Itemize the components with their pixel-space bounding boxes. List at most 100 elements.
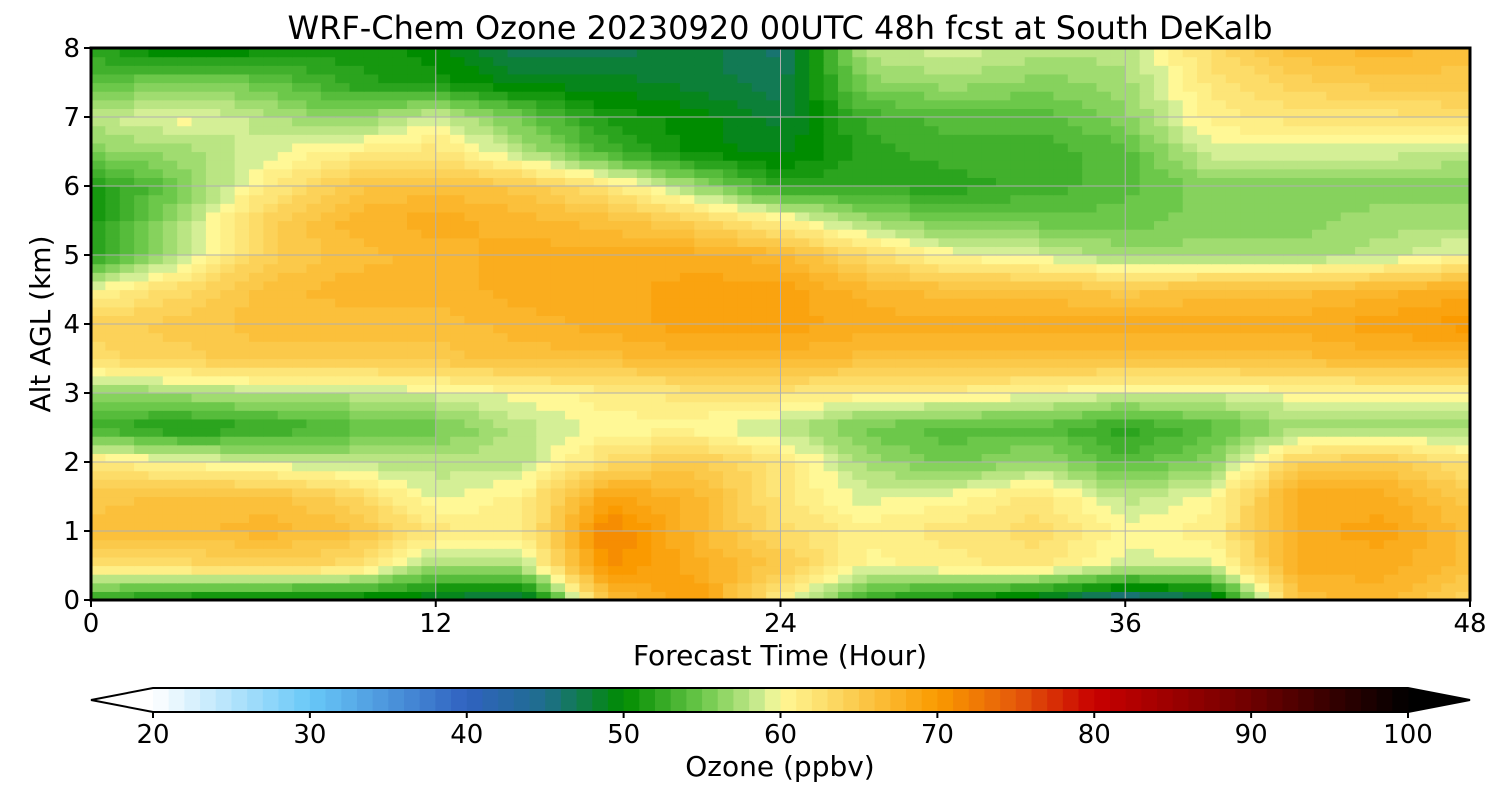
heatmap-cell [493,186,509,196]
heatmap-cell [1168,496,1184,506]
heatmap-cell [1182,151,1198,161]
heatmap-cell [105,427,121,437]
heatmap-cell [737,496,753,506]
heatmap-cell [866,384,882,394]
heatmap-cell [1153,556,1169,567]
heatmap-cell [565,237,580,247]
heatmap-cell [967,548,983,558]
heatmap-cell [708,220,724,230]
heatmap-cell [1096,194,1112,204]
heatmap-cell [277,358,293,368]
heatmap-cell [407,315,422,325]
heatmap-cell [881,324,897,334]
heatmap-cell [1182,487,1198,498]
heatmap-cell [134,255,150,265]
heatmap-cell [579,393,595,403]
heatmap-cell [292,582,308,592]
heatmap-cell [1053,384,1069,394]
heatmap-cell [608,341,624,351]
heatmap-cell [1197,582,1213,592]
heatmap-cell [435,444,451,454]
heatmap-cell [162,453,178,463]
heatmap-cell [407,194,422,204]
heatmap-cell [119,237,135,247]
heatmap-cell [852,418,868,429]
heatmap-cell [1082,246,1098,256]
heatmap-cell [234,168,250,178]
heatmap-cell [809,177,825,187]
heatmap-cell [1225,151,1241,161]
heatmap-cell [521,358,537,368]
heatmap-cell [435,418,451,429]
heatmap-cell [1225,306,1241,316]
heatmap-cell [1125,298,1141,308]
heatmap-cell [723,401,738,411]
heatmap-cell [909,289,925,299]
heatmap-cell [608,470,624,480]
heatmap-cell [134,211,150,222]
heatmap-cell [608,324,624,334]
heatmap-cell [1455,479,1470,489]
heatmap-cell [1096,470,1112,480]
heatmap-cell [1096,556,1112,567]
heatmap-cell [981,496,997,506]
heatmap-cell [1139,349,1155,360]
heatmap-cell [392,479,408,489]
heatmap-cell [363,375,379,385]
heatmap-cell [579,263,595,273]
heatmap-cell [450,315,466,325]
heatmap-cell [1340,298,1356,308]
heatmap-cell [1010,203,1026,213]
heatmap-cell [407,384,422,394]
heatmap-cell [478,324,494,334]
heatmap-cell [895,177,911,187]
heatmap-cell [1441,289,1457,299]
heatmap-cell [507,272,523,282]
heatmap-cell [1383,324,1399,334]
heatmap-cell [1039,444,1055,454]
heatmap-cell [1153,237,1169,247]
heatmap-cell [91,565,106,575]
heatmap-cell [1082,349,1098,360]
heatmap-cell [1326,151,1342,161]
heatmap-cell [1383,194,1399,204]
heatmap-cell [292,263,308,273]
heatmap-cell [866,186,882,196]
heatmap-cell [909,151,925,161]
heatmap-cell [1182,341,1198,351]
heatmap-cell [363,194,379,204]
heatmap-cell [723,444,738,454]
heatmap-cell [1355,186,1371,196]
heatmap-cell [507,479,523,489]
heatmap-cell [679,168,695,178]
heatmap-cell [1096,211,1112,222]
heatmap-cell [1268,341,1284,351]
heatmap-cell [507,246,523,256]
heatmap-cell [1369,255,1385,265]
heatmap-cell [521,384,537,394]
heatmap-cell [1455,462,1470,472]
heatmap-cell [579,487,595,498]
heatmap-cell [565,332,580,342]
heatmap-cell [478,522,494,532]
heatmap-cell [1024,160,1040,170]
heatmap-cell [162,289,178,299]
heatmap-cell [1211,444,1227,454]
heatmap-cell [852,401,868,411]
heatmap-cell [292,229,308,239]
heatmap-cell [895,384,911,394]
heatmap-cell [852,229,868,239]
heatmap-cell [981,548,997,558]
heatmap-cell [636,367,652,377]
heatmap-cell [335,332,351,342]
heatmap-cell [1168,194,1184,204]
heatmap-cell [809,522,825,532]
heatmap-cell [1125,324,1141,334]
heatmap-cell [1082,556,1098,567]
heatmap-cell [1153,341,1169,351]
heatmap-cell [924,349,940,360]
heatmap-cell [1398,418,1414,429]
heatmap-cell [1369,479,1385,489]
heatmap-cell [1168,298,1184,308]
heatmap-cell [220,151,236,161]
